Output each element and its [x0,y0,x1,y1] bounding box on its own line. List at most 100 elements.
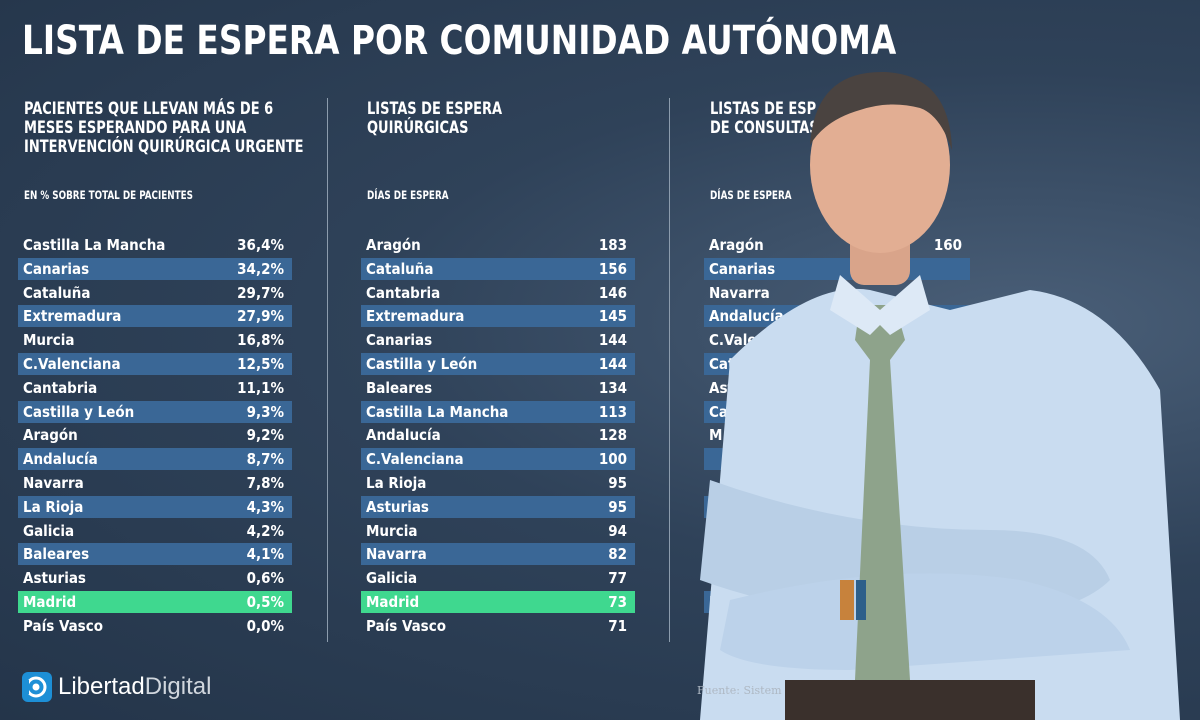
region-name: Castilla La Mancha [23,236,166,254]
region-value: 82 [608,545,627,564]
table-row: Aragón 9,2% [18,424,292,446]
table-rows: Aragón 183 Cataluña 156 Cantabria 146 Extremad… [361,234,635,639]
table-row: C.Valenciana 12,5% [18,352,292,375]
table-row: Navarra 82 [361,543,635,566]
region-name: Madrid [366,592,420,611]
region-name: Aragón [709,236,764,254]
table-row: La Rioja 4,3% [18,495,292,518]
region-name: Asturias [366,497,429,516]
table-rows: Castilla La Mancha 36,4% Canarias 34,2% Cata… [18,234,292,639]
table-row: País Vasco 71 [361,615,635,637]
region-name: Asturias [23,569,86,588]
column-urgent-surgery: PACIENTES QUE LLEVAN MÁS DE 6 MESES ESPE… [18,99,354,635]
table-row: Madrid 0,5% [18,590,292,613]
column-heading: LISTAS DE ESPERA QUIRÚRGICAS [367,99,503,138]
region-name: Navarra [709,283,770,302]
table-row: Aragón 183 [361,234,635,256]
region-name: Castilla y León [23,402,135,421]
region-name: Extremadura [23,307,122,326]
table-row: Navarra [704,282,970,304]
logo-word-digital: Digital [144,673,212,700]
region-name: Galicia [23,521,75,540]
region-value: 95 [608,473,627,492]
source-note: Fuente: Sistem [697,684,782,697]
region-value: 4,3% [246,497,284,516]
region-name: La Rioja [366,473,427,492]
region-name: Andalucía [366,426,441,445]
region-name: Aragón [366,236,421,254]
region-value: 156 [598,259,627,278]
region-value: 9,3% [246,402,284,421]
page-title: LISTA DE ESPERA POR COMUNIDAD AUTÓNOMA [22,18,897,64]
region-value: 8,7% [246,450,284,469]
table-row: Galicia 77 [361,567,635,589]
region-name: Murcia [366,521,418,540]
region-name: Canarias [23,259,90,278]
table-row: Baleares 4,1% [18,543,292,566]
table-row: Cantabria 146 [361,282,635,304]
table-row: Castilla y León 9,3% [18,400,292,423]
column-divider [327,98,328,642]
column-heading: PACIENTES QUE LLEVAN MÁS DE 6 MESES ESPE… [24,99,304,157]
table-row: Aragón 160 [704,234,970,256]
region-name: Navarra [23,473,84,492]
region-name: Baleares [23,545,90,564]
region-value: 16,8% [237,331,284,350]
person-photo [700,71,1180,720]
region-name: Navarra [366,545,427,564]
region-name: Madrid [23,592,77,611]
libertad-digital-logo-icon [22,672,52,702]
region-value: 160 [933,236,962,254]
region-value: 29,7% [237,283,284,302]
region-value: 146 [598,283,627,302]
region-value: 71 [608,616,627,635]
region-name: Baleares [366,378,433,397]
region-name: Cataluña [23,283,91,302]
region-name: C.Valenciana [23,354,121,373]
region-name: Andalucía [23,450,98,469]
region-value: 134 [598,378,627,397]
region-value: 27,9% [237,307,284,326]
table-row: Canarias 144 [361,329,635,351]
table-row: Cantabria 11,1% [18,377,292,399]
region-value: 144 [598,354,627,373]
region-name: Canarias [366,331,433,350]
table-row: Canarias 34,2% [18,257,292,280]
table-row: La Rioja 95 [361,472,635,494]
region-value: 9,2% [246,426,284,445]
region-value: 11,1% [237,378,284,397]
table-row: Murcia 94 [361,520,635,542]
table-row: Baleares 134 [361,377,635,399]
table-row: Andalucía 8,7% [18,448,292,471]
region-value: 100 [598,450,627,469]
brand-logo[interactable]: Libertad Digital [22,672,211,702]
table-row: M [704,424,970,446]
table-row: Castilla La Mancha 113 [361,400,635,423]
table-row: Extremadura 145 [361,305,635,328]
region-value: 94 [608,521,627,540]
region-name: Castilla y León [366,354,478,373]
column-surgery-waiting: LISTAS DE ESPERA QUIRÚRGICAS DÍAS DE ESP… [361,99,697,635]
region-name: Cantabria [366,283,441,302]
table-row: Asturias 0,6% [18,567,292,589]
column-heading: LISTAS DE ESP DE CONSULTAS [710,99,819,138]
table-row: Andalucía 128 [361,424,635,446]
region-value: 77 [608,569,627,588]
table-row: Extremadura 27,9% [18,305,292,328]
region-name: La Rioja [23,497,84,516]
column-divider [669,98,670,642]
region-value: 128 [598,426,627,445]
logo-word-libertad: Libertad [58,673,145,700]
table-row: C.Valenciana 100 [361,448,635,471]
region-value: 113 [598,402,627,421]
table-row: Asturias 95 [361,495,635,518]
table-row: Cataluña 156 [361,257,635,280]
region-name: Canarias [709,259,776,278]
region-name: Castilla La Mancha [366,402,509,421]
region-name: Andalucía [709,307,784,326]
region-name: M [709,426,723,445]
region-value: 7,8% [246,473,284,492]
region-name: Cataluña [366,259,434,278]
table-row: Castilla y León 144 [361,352,635,375]
region-value: 34,2% [237,259,284,278]
